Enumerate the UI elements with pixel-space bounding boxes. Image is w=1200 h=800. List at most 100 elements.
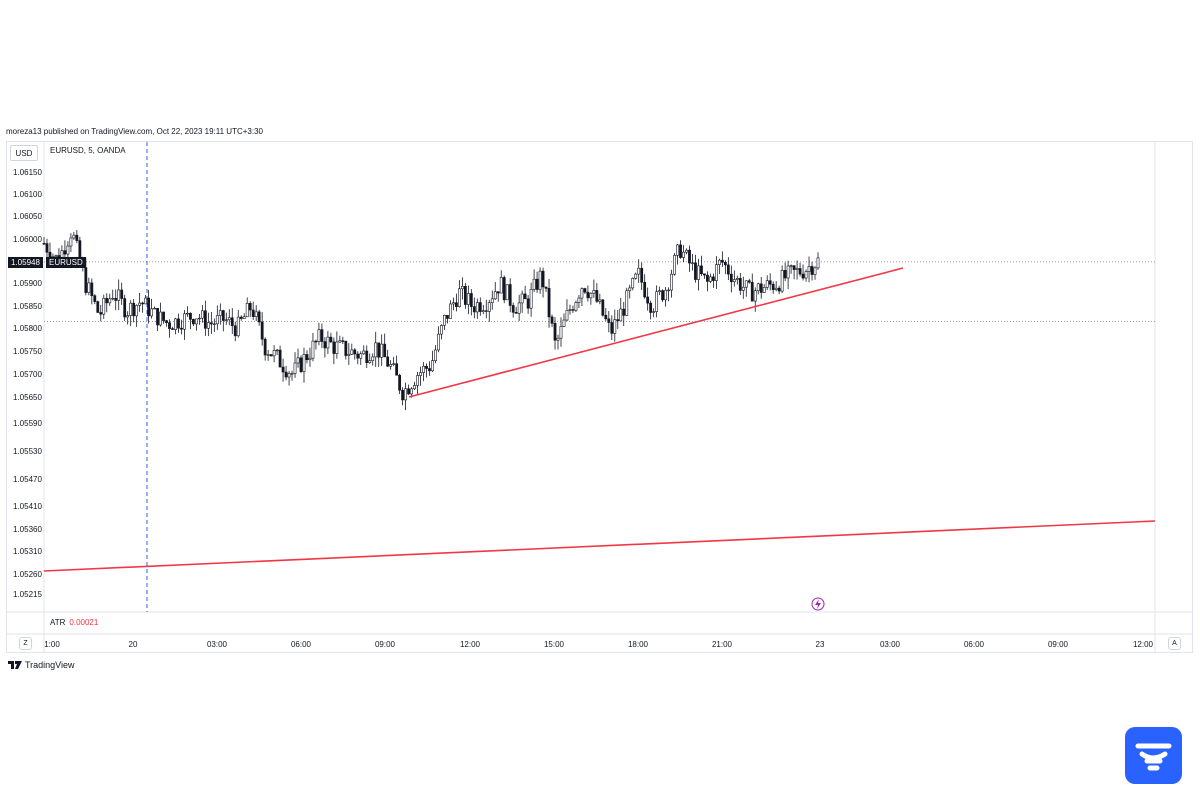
candle-body xyxy=(305,354,309,361)
candle-body xyxy=(165,320,168,323)
candle-body xyxy=(586,291,590,299)
candle-body xyxy=(99,312,103,315)
candle-body xyxy=(637,267,641,275)
candle-body xyxy=(186,312,189,315)
candle-body xyxy=(156,307,159,326)
candle-body xyxy=(559,326,563,339)
candle-body xyxy=(203,310,207,329)
atr-value: 0.00021 xyxy=(69,618,99,627)
candle-body xyxy=(676,244,679,256)
candle-body xyxy=(200,310,204,319)
candle-body xyxy=(729,273,733,283)
y-tick-label: 1.05750 xyxy=(13,347,42,356)
candle-body xyxy=(753,290,757,302)
candle-body xyxy=(290,373,294,375)
brand-logo-badge xyxy=(1125,727,1182,784)
candle-body xyxy=(765,280,769,288)
candle-body xyxy=(147,297,150,317)
candle-body xyxy=(278,349,282,368)
candle-body xyxy=(374,342,378,358)
candle-body xyxy=(547,288,551,318)
auto-scale-button[interactable]: A xyxy=(1168,637,1181,650)
candle-body xyxy=(664,289,667,301)
candle-body xyxy=(341,340,345,342)
candle-body xyxy=(180,327,183,330)
candle-body xyxy=(383,343,387,358)
candle-body xyxy=(655,291,659,312)
candle-body xyxy=(233,325,237,337)
candle-body xyxy=(72,234,76,239)
candle-body xyxy=(323,341,327,349)
candle-body xyxy=(634,273,638,279)
candle-body xyxy=(481,310,485,312)
candle-body xyxy=(759,283,763,293)
candle-body xyxy=(413,385,416,390)
candle-body xyxy=(661,290,665,301)
candle-body xyxy=(209,322,213,325)
candle-body xyxy=(248,303,252,311)
candle-body xyxy=(460,285,464,290)
candle-body xyxy=(260,321,264,340)
candle-body xyxy=(108,298,112,304)
candle-body xyxy=(395,363,399,376)
candle-body xyxy=(344,340,348,356)
candle-body xyxy=(332,341,336,354)
candle-body xyxy=(446,314,449,319)
candle-body xyxy=(317,329,321,342)
zoom-button[interactable]: Z xyxy=(19,637,32,650)
y-tick-label: 1.05360 xyxy=(13,525,42,534)
candle-body xyxy=(658,290,662,293)
candle-body xyxy=(726,264,730,275)
candle-body xyxy=(195,318,198,325)
candle-body xyxy=(688,249,691,264)
tradingview-footer[interactable]: TradingView xyxy=(8,660,75,670)
x-tick-label: 03:00 xyxy=(880,640,901,649)
candle-body xyxy=(801,273,805,279)
candle-body xyxy=(428,368,431,372)
candle-body xyxy=(410,388,413,395)
currency-button[interactable]: USD xyxy=(10,145,38,161)
candle-body xyxy=(269,354,273,357)
candle-body xyxy=(556,337,560,341)
candle-body xyxy=(314,340,318,343)
candle-body xyxy=(350,349,354,355)
candle-body xyxy=(610,322,614,334)
candle-body xyxy=(299,357,303,372)
x-tick-label: 18:00 xyxy=(628,640,649,649)
candle-body xyxy=(206,322,210,329)
candle-body xyxy=(475,302,479,313)
candle-body xyxy=(574,302,578,311)
candle-body xyxy=(601,299,605,316)
x-tick-label: 03:00 xyxy=(207,640,228,649)
y-tick-label: 1.05800 xyxy=(13,324,42,333)
candle-body xyxy=(487,302,491,312)
candle-body xyxy=(114,297,118,301)
candle-body xyxy=(45,243,49,253)
x-tick-label: 12:00 xyxy=(1133,640,1154,649)
candle-body xyxy=(538,270,542,290)
candle-body xyxy=(484,310,488,312)
event-icon-circle xyxy=(811,597,825,611)
candle-body xyxy=(780,270,784,292)
candle-body xyxy=(105,298,109,304)
lightning-icon xyxy=(815,599,821,609)
x-tick-label: 20 xyxy=(129,640,138,649)
candle-body xyxy=(380,343,384,358)
candle-body xyxy=(457,288,461,307)
atr-indicator[interactable]: ATR 0.00021 xyxy=(50,618,98,627)
candle-body xyxy=(505,284,509,301)
current-price-symbol: EURUSD xyxy=(46,257,86,268)
current-price-tag: 1.05948 xyxy=(8,257,43,268)
candle-body xyxy=(490,298,494,303)
candle-body xyxy=(466,293,470,305)
candle-body xyxy=(245,303,249,318)
candle-body xyxy=(496,291,500,294)
candle-body xyxy=(565,310,569,321)
candle-body xyxy=(425,365,428,369)
candle-body xyxy=(197,317,201,320)
candle-body xyxy=(338,340,342,343)
candle-body xyxy=(717,259,721,265)
candle-body xyxy=(263,338,267,356)
candle-body xyxy=(443,314,446,326)
